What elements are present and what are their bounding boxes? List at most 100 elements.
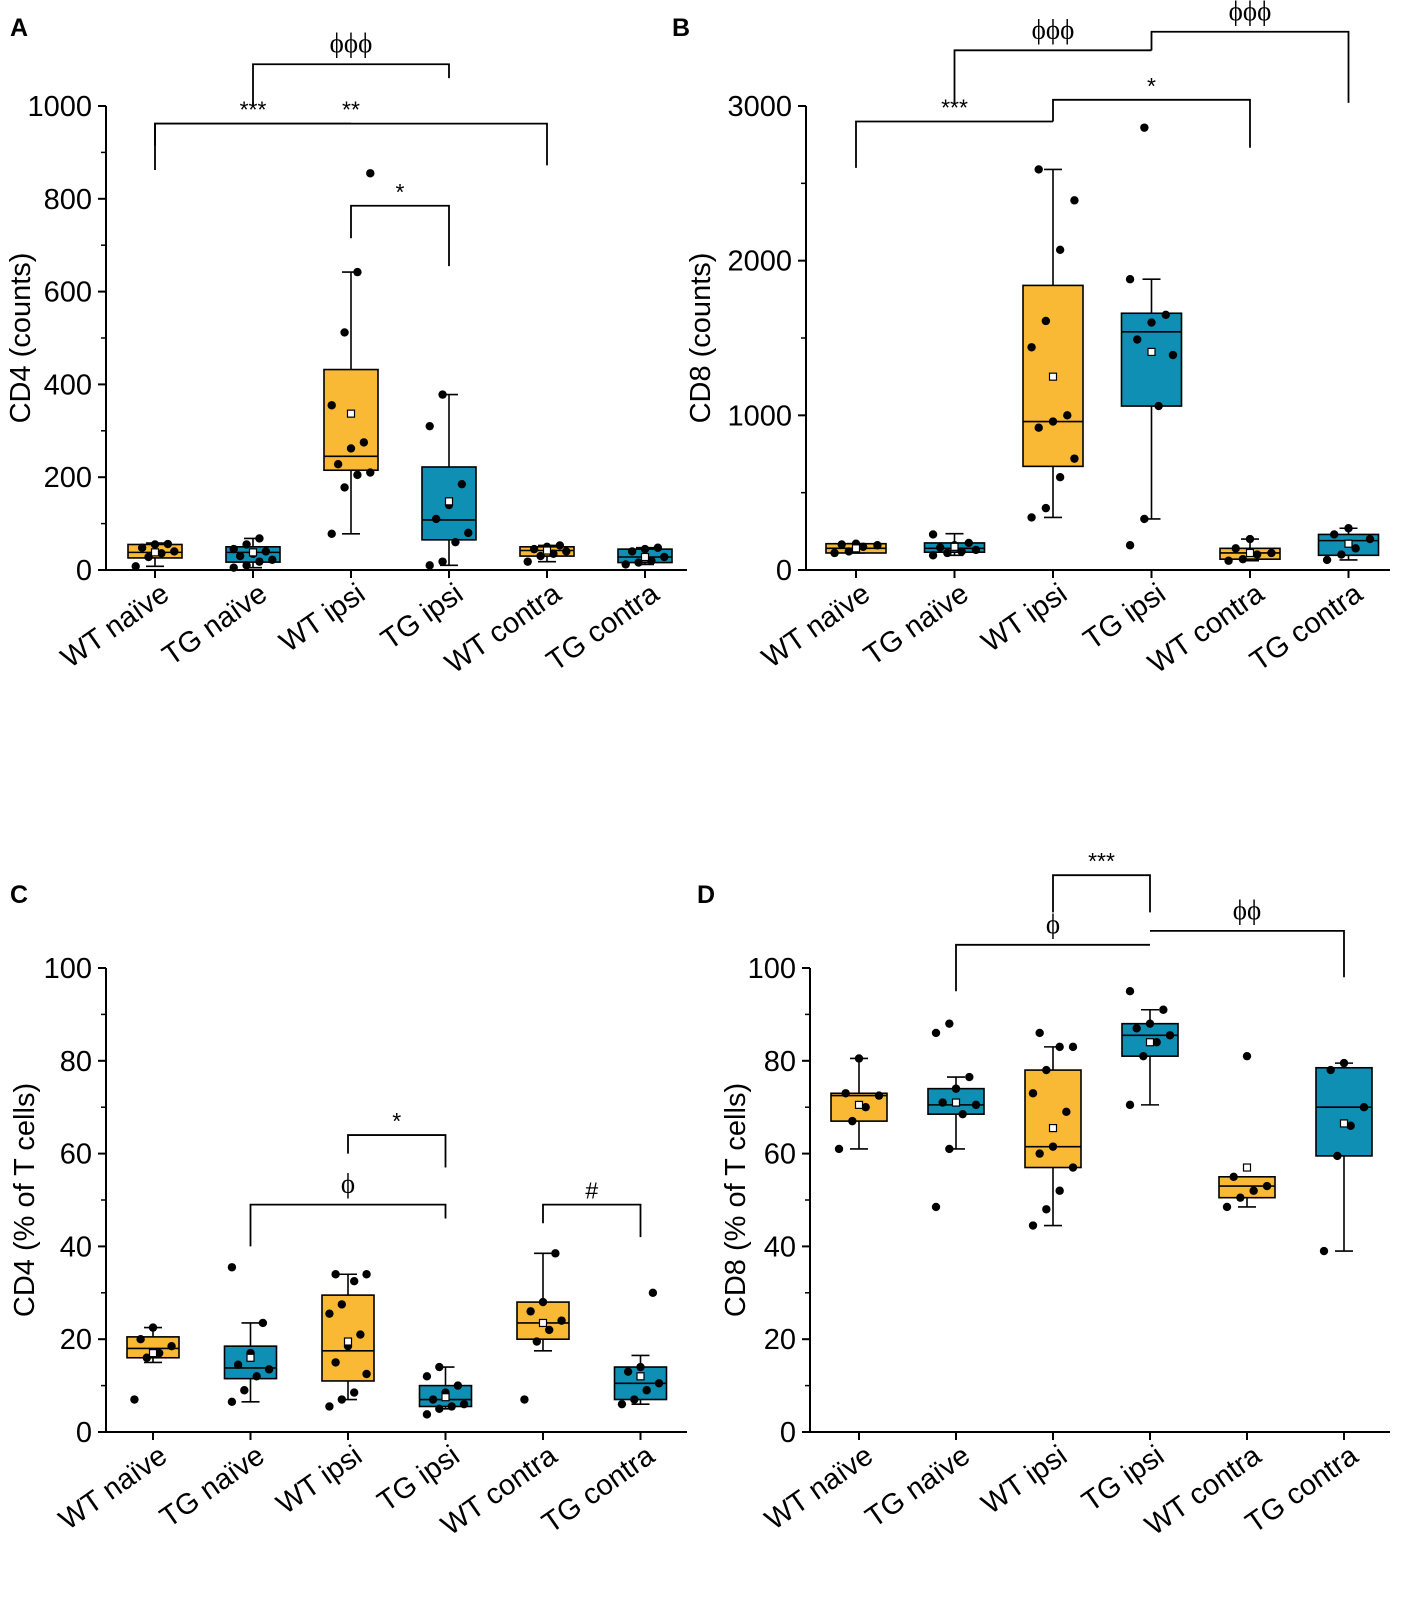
data-point [356,1330,365,1339]
data-point [366,169,375,178]
data-point [844,547,854,556]
y-tick-label: 100 [748,953,796,985]
significance-label: * [1147,73,1156,99]
y-axis-title: CD4 (counts) [5,253,37,424]
data-point [640,544,650,554]
data-point [325,1402,334,1411]
data-point [425,561,434,570]
y-axis-title: CD8 (counts) [685,253,717,424]
significance-label: # [585,1178,598,1204]
data-point [1249,1186,1258,1195]
data-point [346,444,356,453]
category-label: WT naïve [53,1440,173,1537]
bracket-line [1150,30,1350,103]
data-point [240,1386,249,1395]
mean-marker [343,1337,353,1346]
category-label: TG contra [541,577,666,678]
data-point [971,545,981,555]
data-point [422,1410,432,1419]
box-group [519,541,575,566]
data-point [536,551,545,561]
significance-label: ϕϕϕ [330,28,373,58]
data-point [623,1367,633,1376]
data-point [1055,1186,1064,1195]
data-point [1229,1172,1238,1182]
data-point [1365,534,1375,544]
data-point [435,1404,444,1414]
data-point [562,547,571,556]
data-point [1339,1058,1349,1068]
data-point [1224,556,1233,565]
significance-label: ** [342,97,360,123]
data-point [1139,1051,1148,1061]
box-group [1024,1028,1082,1230]
box-group [927,1019,985,1212]
significance-bracket: ϕϕϕ [1150,0,1350,103]
data-point [1154,401,1163,411]
significance-bracket: ** [154,97,548,166]
data-point [837,540,846,549]
data-point [331,1270,340,1279]
data-point [951,1084,961,1093]
data-point [422,1372,432,1381]
data-point [1140,514,1149,524]
data-point [1027,513,1036,522]
data-point [255,534,264,543]
data-point [252,1372,261,1381]
box-group [225,534,281,572]
significance-label: *** [1088,848,1115,874]
data-point [1048,417,1058,426]
data-point [848,1116,857,1126]
data-point [551,1249,560,1258]
data-point [1028,1221,1038,1230]
y-tick-label: 100 [44,953,92,985]
data-point [965,1072,974,1082]
significance-bracket: * [350,179,450,267]
box-iqr [1218,1176,1276,1199]
y-tick-label: 600 [44,277,92,309]
data-point [366,468,375,477]
data-point [170,547,179,556]
y-tick-label: 0 [76,555,92,587]
data-point [943,548,952,558]
box-group [613,1288,668,1409]
y-axis-title: CD4 (% of T cells) [9,1083,41,1317]
data-point [353,267,362,277]
data-point [654,1379,664,1388]
data-point [532,1337,542,1346]
y-tick-label: 0 [776,555,792,587]
data-point [834,1144,844,1154]
data-point [362,1270,371,1279]
y-tick-label: 80 [764,1046,796,1078]
data-point [431,514,441,524]
data-point [557,1316,566,1325]
data-point [1042,1205,1051,1214]
mean-marker [640,552,650,562]
box-iqr [323,368,379,472]
data-point [1359,1103,1369,1112]
significance-bracket: *** [1052,848,1151,913]
mean-marker [444,497,454,506]
data-point [157,549,166,558]
mean-marker [441,1393,450,1402]
data-point [931,1202,941,1212]
mean-marker [246,1353,255,1362]
data-point [1161,310,1170,319]
data-point [660,552,669,562]
data-point [337,1300,347,1309]
data-point [1125,541,1135,550]
significance-bracket: * [347,1108,447,1168]
y-tick-label: 20 [60,1324,92,1356]
bracket-line [154,122,351,171]
data-point [1242,1051,1252,1061]
mean-marker [1245,548,1255,558]
y-tick-label: 0 [780,1417,796,1449]
data-point [1125,1100,1135,1110]
significance-bracket: ϕ [249,1169,447,1247]
data-point [227,1397,237,1407]
data-point [1262,1181,1272,1191]
data-point [630,1395,639,1404]
data-point [957,547,966,556]
significance-bracket: ϕϕϕ [953,14,1152,103]
